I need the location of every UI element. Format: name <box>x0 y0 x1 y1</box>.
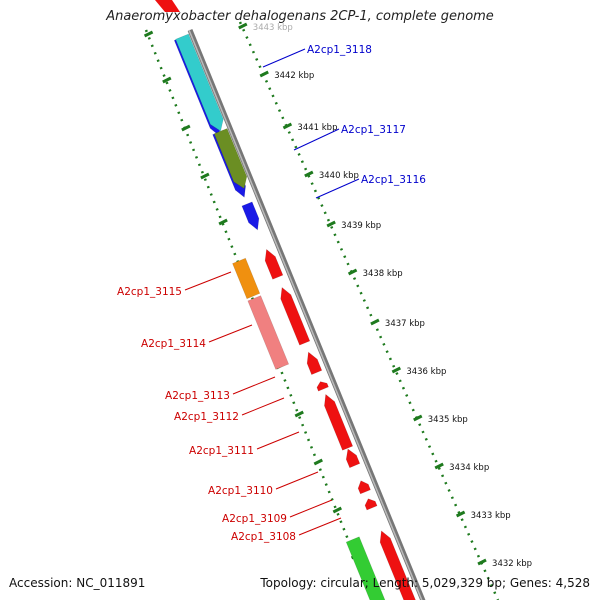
inner-tick-mark <box>313 458 323 466</box>
topology-summary: Topology: circular; Length: 5,029,329 bp… <box>260 576 590 590</box>
tick-mark <box>413 414 423 422</box>
tick-label: 3436 kbp <box>406 367 446 377</box>
inner-tick-mark <box>162 76 172 84</box>
tick-mark <box>434 462 444 470</box>
tick-label: 3435 kbp <box>428 415 468 425</box>
inner-tick-mark <box>218 218 228 226</box>
tick-mark <box>477 558 487 566</box>
label-a2cp1-3117-leader <box>293 128 340 151</box>
gene-arrow-a2cp1-3111 <box>324 393 354 451</box>
gene-arrow-top <box>155 0 180 12</box>
gene-arrow-a2cp1-3112 <box>316 381 329 392</box>
tick-label: 3432 kbp <box>492 559 532 569</box>
tick-label: 3440 kbp <box>319 171 359 181</box>
label-a2cp1-3117: A2cp1_3117 <box>341 124 406 136</box>
label-a2cp1-3113-leader <box>232 376 276 395</box>
label-a2cp1-3113: A2cp1_3113 <box>165 390 230 402</box>
tick-mark <box>455 510 466 518</box>
label-a2cp1-3114-leader <box>208 324 253 343</box>
tick-mark <box>304 170 314 178</box>
label-a2cp1-3110: A2cp1_3110 <box>208 485 273 497</box>
backbone-line <box>187 29 426 600</box>
tick-mark <box>259 70 269 78</box>
inner-tick-mark <box>181 124 191 132</box>
tick-mark <box>347 268 358 276</box>
tick-label: 3438 kbp <box>363 269 403 279</box>
accession-text: Accession: NC_011891 <box>9 576 146 590</box>
label-layer: 3443 kbp 3442 kbp 3441 kbp 3440 kbp 3439 kbp… <box>117 23 532 569</box>
label-a2cp1-3114: A2cp1_3114 <box>141 338 206 350</box>
tick-label: 3439 kbp <box>341 221 381 231</box>
tick-label: 3437 kbp <box>385 319 425 329</box>
backbone-highlight <box>188 29 423 600</box>
label-a2cp1-3112: A2cp1_3112 <box>174 411 239 423</box>
tick-label: 3443 kbp <box>253 23 293 33</box>
label-a2cp1-3110-leader <box>275 471 319 490</box>
label-a2cp1-3116: A2cp1_3116 <box>361 174 426 186</box>
tick-mark <box>391 366 402 374</box>
label-a2cp1-3112-leader <box>241 397 285 416</box>
gene-arrow-a2cp1-3115 <box>264 248 284 280</box>
gene-arrow-tail <box>379 530 416 600</box>
label-a2cp1-3118-leader <box>262 48 306 68</box>
outer-tick-track <box>238 21 500 600</box>
label-a2cp1-3111: A2cp1_3111 <box>189 445 254 457</box>
feature-bar-pink <box>247 295 290 370</box>
tick-mark <box>238 22 248 30</box>
label-a2cp1-3109: A2cp1_3109 <box>222 513 287 525</box>
gene-arrow-a2cp1-3108 <box>364 498 378 511</box>
gene-arrow-a2cp1-3114 <box>280 286 311 346</box>
inner-tick-mark <box>332 506 342 514</box>
inner-tick-mark <box>294 410 304 418</box>
label-a2cp1-3115-leader <box>184 271 232 291</box>
tick-label: 3442 kbp <box>274 71 314 81</box>
label-a2cp1-3108-leader <box>298 517 342 536</box>
tick-label: 3433 kbp <box>471 511 511 521</box>
gene-layer <box>155 0 416 600</box>
tick-label: 3441 kbp <box>297 123 337 133</box>
tick-layer <box>143 21 500 600</box>
label-a2cp1-3115: A2cp1_3115 <box>117 286 182 298</box>
gene-arrow-a2cp1-3109 <box>357 480 371 495</box>
backbone-layer <box>187 29 426 600</box>
gene-arrow-a2cp1-3110 <box>345 448 361 469</box>
tick-mark <box>370 318 380 326</box>
tick-mark <box>326 220 336 228</box>
label-a2cp1-3116-leader <box>315 178 360 199</box>
feature-bar-olive <box>213 128 248 189</box>
inner-tick-mark <box>143 30 154 38</box>
feature-bar-green <box>345 536 386 600</box>
feature-bar-orange <box>232 257 261 300</box>
gene-arrow-a2cp1-3116 <box>241 201 260 231</box>
label-a2cp1-3118: A2cp1_3118 <box>307 44 372 56</box>
tick-label: 3434 kbp <box>449 463 489 473</box>
map-title: Anaeromyxobacter dehalogenans 2CP-1, com… <box>106 9 494 24</box>
tick-mark <box>282 122 293 130</box>
label-a2cp1-3111-leader <box>256 431 300 450</box>
inner-tick-mark <box>200 172 210 180</box>
feature-bar-cyan <box>175 33 224 132</box>
label-a2cp1-3109-leader <box>289 499 333 518</box>
label-a2cp1-3108: A2cp1_3108 <box>231 531 296 543</box>
gene-arrow-a2cp1-3113 <box>306 351 323 375</box>
